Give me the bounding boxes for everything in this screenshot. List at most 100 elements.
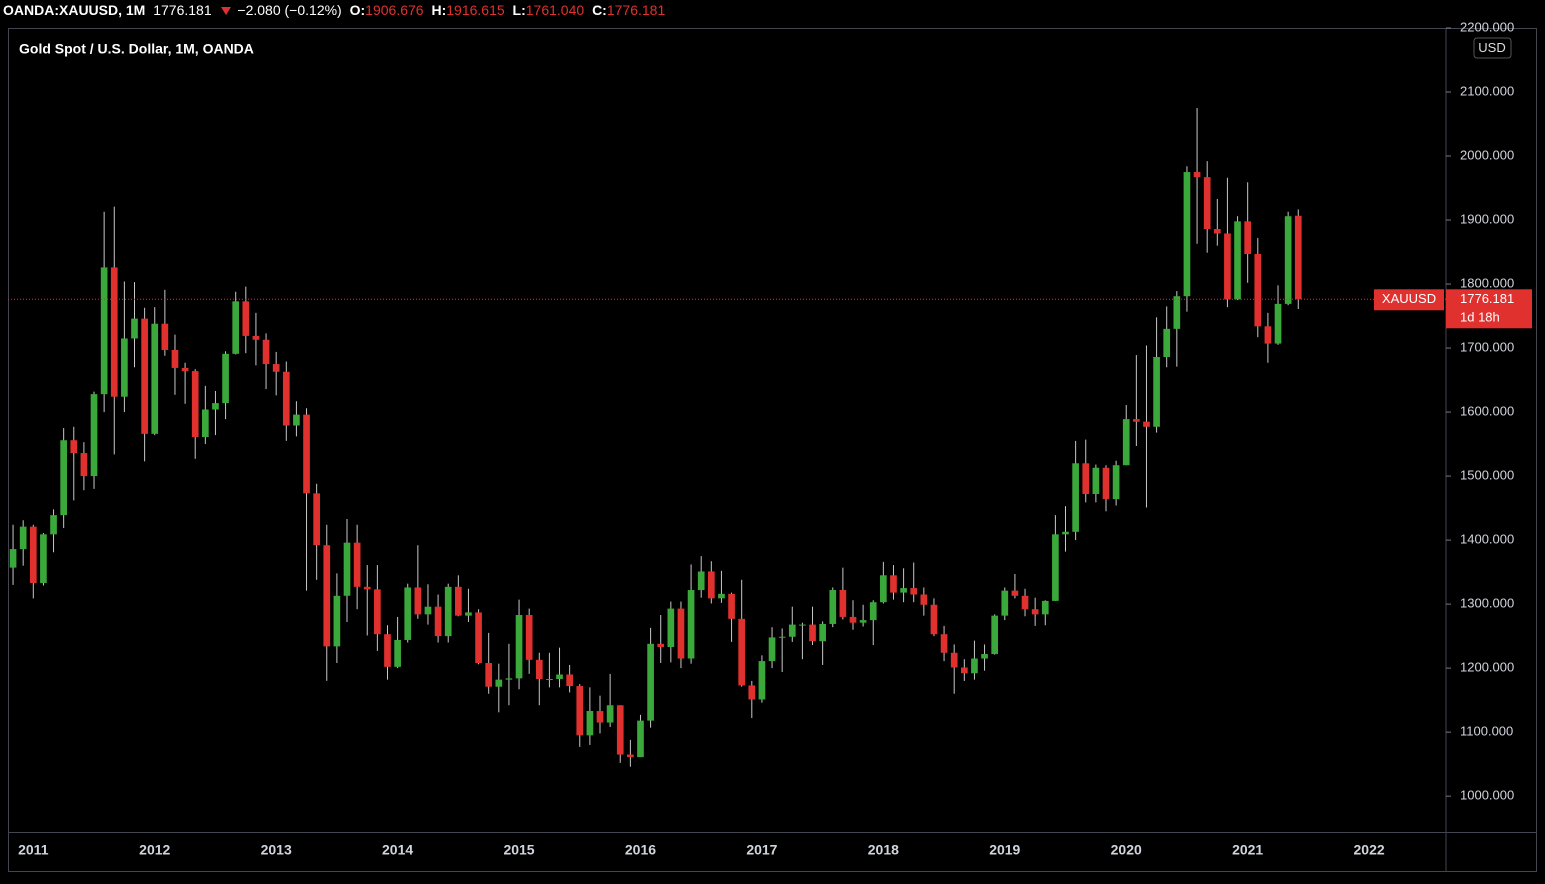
candle-body bbox=[1082, 463, 1090, 495]
candle-body bbox=[880, 575, 887, 603]
x-tick-label: 2021 bbox=[1232, 842, 1263, 858]
candle-body bbox=[434, 606, 442, 637]
candle-body bbox=[212, 403, 219, 410]
candle-body bbox=[616, 705, 624, 755]
candle-body bbox=[718, 593, 725, 599]
candle-body bbox=[788, 624, 796, 637]
candle-body bbox=[465, 612, 472, 616]
y-tick-label: 1300.000 bbox=[1460, 596, 1514, 611]
candle-body bbox=[687, 590, 695, 659]
candle-body bbox=[282, 371, 290, 426]
y-tick-label: 2200.000 bbox=[1460, 19, 1514, 34]
candle-body bbox=[576, 686, 584, 736]
candle-body bbox=[799, 624, 806, 626]
candle-body bbox=[80, 453, 88, 477]
candle-body bbox=[890, 575, 897, 593]
candle-body bbox=[1173, 296, 1181, 329]
currency-box bbox=[1473, 37, 1512, 59]
candle-body bbox=[444, 586, 452, 637]
candle-body bbox=[1021, 595, 1029, 610]
candle-body bbox=[707, 571, 715, 599]
y-tick-label: 1600.000 bbox=[1460, 404, 1514, 419]
candle-body bbox=[647, 643, 654, 721]
x-tick-label: 2020 bbox=[1111, 842, 1142, 858]
countdown-label: 1d 18h bbox=[1460, 310, 1500, 325]
y-tick-label: 1900.000 bbox=[1460, 211, 1514, 226]
ohlc-label: L: bbox=[512, 2, 526, 18]
candle-body bbox=[242, 301, 250, 336]
x-tick-label: 2015 bbox=[503, 842, 534, 858]
candle-body bbox=[40, 534, 47, 583]
y-tick-label: 2000.000 bbox=[1460, 147, 1514, 162]
candle-body bbox=[414, 587, 422, 615]
candle-body bbox=[778, 636, 786, 638]
candle-body bbox=[930, 604, 938, 635]
candle-body bbox=[313, 493, 320, 546]
down-arrow bbox=[220, 7, 231, 16]
candle-body bbox=[201, 409, 209, 438]
candle-body bbox=[971, 658, 978, 674]
currency-label: USD bbox=[1478, 40, 1505, 55]
candle-body bbox=[333, 595, 341, 647]
candle-body bbox=[1072, 463, 1079, 532]
y-tick-label: 1700.000 bbox=[1460, 340, 1514, 355]
candle-body bbox=[758, 661, 766, 700]
candle-body bbox=[1062, 531, 1069, 535]
candle-body bbox=[596, 711, 604, 723]
x-tick-label: 2016 bbox=[625, 842, 656, 858]
candle-body bbox=[981, 654, 988, 659]
candle-body bbox=[849, 616, 857, 623]
candle-body bbox=[60, 440, 67, 516]
candle-body bbox=[374, 589, 381, 635]
candle-body bbox=[272, 364, 280, 372]
candle-body bbox=[586, 711, 594, 736]
candle-body bbox=[1224, 233, 1231, 300]
candle-body bbox=[991, 615, 999, 655]
candle-body bbox=[1254, 253, 1262, 327]
candle-body bbox=[222, 353, 229, 404]
candle-body bbox=[910, 588, 918, 595]
candle-body bbox=[920, 594, 928, 605]
candle-body bbox=[535, 659, 543, 680]
candle-body bbox=[940, 634, 948, 653]
candle-body bbox=[960, 667, 968, 674]
last-price: 1776.181 bbox=[153, 2, 212, 18]
candle-body bbox=[1001, 590, 1009, 616]
symbol-tag-label: XAUUSD bbox=[1382, 291, 1436, 306]
ohlc-value: 1761.040 bbox=[525, 2, 585, 18]
candle-body bbox=[819, 623, 826, 642]
x-tick-label: 2019 bbox=[989, 842, 1020, 858]
chart-frame bbox=[8, 28, 1537, 872]
candle-body bbox=[1133, 419, 1140, 422]
candle-body bbox=[293, 414, 300, 426]
candle-body bbox=[768, 637, 776, 662]
candle-body bbox=[829, 590, 837, 624]
candle-body bbox=[1112, 465, 1120, 500]
ohlc-value: 1916.615 bbox=[446, 2, 505, 18]
candle-body bbox=[1294, 215, 1302, 300]
candle-body bbox=[110, 267, 118, 397]
candle-body bbox=[262, 339, 270, 365]
candle-body bbox=[1193, 172, 1201, 178]
candle-body bbox=[151, 323, 159, 434]
candle-body bbox=[100, 267, 108, 395]
candle-body bbox=[950, 652, 958, 668]
x-tick-label: 2022 bbox=[1354, 842, 1385, 858]
ohlc-value: 1906.676 bbox=[365, 2, 424, 18]
candle-body bbox=[384, 634, 391, 667]
candle-body bbox=[475, 612, 482, 664]
y-tick-label: 1100.000 bbox=[1460, 724, 1513, 739]
y-tick-label: 2100.000 bbox=[1460, 83, 1514, 98]
candle-body bbox=[131, 318, 138, 339]
x-tick-label: 2018 bbox=[868, 842, 899, 858]
symbol: OANDA:XAUUSD, 1M bbox=[3, 2, 146, 18]
candle-body bbox=[1143, 421, 1150, 427]
x-tick-label: 2014 bbox=[382, 842, 413, 858]
candle-body bbox=[1163, 328, 1171, 358]
x-tick-label: 2011 bbox=[18, 842, 49, 858]
candle-body bbox=[19, 526, 27, 550]
y-tick-label: 1500.000 bbox=[1460, 468, 1514, 483]
candle-body bbox=[50, 515, 57, 535]
candle-body bbox=[70, 440, 78, 454]
